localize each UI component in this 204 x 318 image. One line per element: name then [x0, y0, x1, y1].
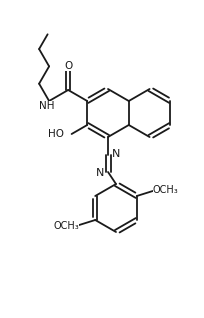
Text: OCH₃: OCH₃ [53, 221, 79, 231]
Text: NH: NH [39, 101, 55, 111]
Text: HO: HO [48, 129, 64, 139]
Text: N: N [112, 149, 120, 159]
Text: OCH₃: OCH₃ [153, 185, 179, 195]
Text: O: O [64, 61, 72, 71]
Text: N: N [96, 168, 104, 178]
